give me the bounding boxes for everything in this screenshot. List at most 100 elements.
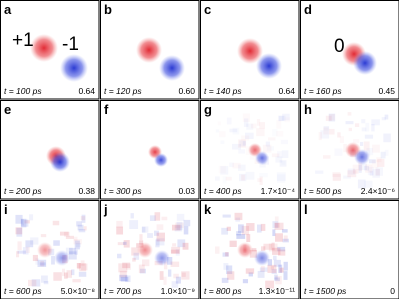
speckle	[71, 269, 75, 276]
speckle	[277, 246, 286, 252]
speckle	[80, 216, 86, 221]
speckle	[129, 220, 139, 229]
speckle	[226, 265, 233, 275]
speckle	[274, 222, 280, 228]
speckle	[325, 115, 332, 121]
speckle	[24, 220, 30, 224]
speckle	[263, 243, 273, 250]
speckle	[22, 247, 29, 255]
speckle	[68, 251, 77, 260]
speckle	[139, 234, 143, 241]
speckle	[182, 242, 189, 250]
speckle	[119, 270, 127, 278]
speckle	[73, 236, 78, 241]
speckle	[229, 162, 234, 168]
speckle	[66, 270, 72, 278]
speckle	[216, 129, 219, 132]
speckle	[375, 167, 384, 176]
speckle	[260, 223, 266, 231]
speckle	[142, 259, 150, 267]
speckle	[241, 174, 245, 181]
speckle	[371, 123, 375, 132]
panel: l t = 1500 ps 0	[300, 200, 399, 299]
speckle	[248, 272, 253, 277]
speckle	[276, 172, 286, 182]
speckle	[267, 146, 274, 150]
speckle	[273, 255, 277, 261]
speckle	[139, 268, 146, 274]
speckle	[17, 250, 26, 254]
speckle	[381, 117, 386, 121]
speckle	[171, 281, 179, 288]
speckle	[260, 266, 265, 272]
speckle	[244, 132, 254, 139]
panel-label: j	[103, 202, 108, 217]
speckle	[347, 168, 356, 175]
speckle	[238, 149, 245, 154]
speckle	[275, 275, 282, 285]
time-label: t = 200 ps	[4, 186, 42, 196]
panel-frame	[300, 200, 399, 299]
speckle	[125, 275, 131, 283]
speckle	[279, 267, 284, 273]
blue-vortex	[354, 149, 370, 165]
speckle	[271, 153, 280, 158]
speckle	[131, 247, 139, 256]
speckle	[328, 128, 335, 135]
speckle	[238, 164, 246, 171]
speckle	[72, 279, 81, 283]
panel-label: h	[304, 102, 312, 117]
time-label: t = 500 ps	[304, 186, 342, 196]
speckle	[242, 279, 249, 284]
speckle	[163, 276, 167, 285]
speckle	[268, 243, 278, 252]
speckle	[116, 220, 123, 228]
speckle	[232, 162, 241, 169]
speckle	[77, 224, 84, 231]
blue-vortex	[60, 54, 88, 82]
speckle	[51, 256, 55, 265]
time-label: t = 400 ps	[204, 186, 242, 196]
value-label: 0.60	[178, 86, 195, 96]
speckle	[246, 234, 251, 243]
blue-vortex	[50, 152, 70, 172]
value-label: 0.38	[78, 186, 95, 196]
speckle	[83, 226, 87, 231]
speckle	[267, 264, 277, 273]
speckle	[283, 235, 288, 242]
speckle	[220, 166, 229, 175]
speckle	[15, 227, 23, 235]
speckle	[275, 233, 283, 242]
speckle	[176, 213, 185, 221]
speckle	[278, 115, 284, 121]
speckle	[130, 213, 134, 219]
panel: e t = 200 ps 0.38	[0, 100, 100, 200]
speckle	[232, 143, 241, 150]
speckle	[225, 176, 232, 181]
speckle	[227, 271, 235, 280]
value-label: 1.0×10⁻⁹	[161, 286, 196, 296]
speckle	[271, 269, 277, 274]
speckle	[251, 248, 257, 252]
speckle	[132, 257, 136, 262]
speckle	[37, 259, 47, 268]
speckle	[76, 221, 82, 227]
speckle	[245, 268, 255, 274]
speckle	[139, 240, 144, 245]
speckle	[260, 246, 266, 251]
value-label: 0.64	[78, 86, 95, 96]
speckle	[170, 261, 180, 267]
speckle	[20, 218, 27, 228]
speckle	[334, 149, 342, 156]
blue-vortex	[255, 151, 269, 165]
speckle	[220, 140, 224, 143]
panel: h t = 500 ps 2.4×10⁻⁶	[300, 100, 399, 200]
speckle	[226, 226, 231, 231]
speckle	[80, 260, 85, 266]
speckle	[155, 239, 160, 248]
speckle	[77, 263, 81, 270]
time-label: t = 300 ps	[104, 186, 142, 196]
speckle	[283, 271, 288, 280]
speckle	[43, 280, 49, 285]
speckle	[276, 131, 283, 137]
